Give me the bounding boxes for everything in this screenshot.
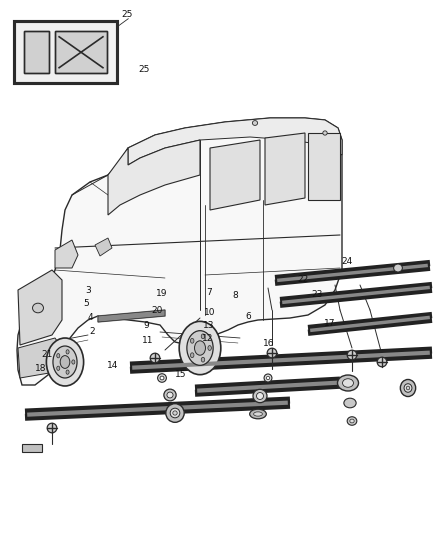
Ellipse shape	[160, 376, 164, 380]
Ellipse shape	[158, 374, 166, 382]
Ellipse shape	[252, 120, 258, 125]
Ellipse shape	[394, 264, 403, 272]
Polygon shape	[128, 118, 342, 165]
Text: 21: 21	[42, 350, 53, 359]
Polygon shape	[18, 338, 62, 378]
Bar	[24, 31, 49, 73]
Ellipse shape	[170, 408, 180, 418]
Bar	[14, 21, 117, 83]
Ellipse shape	[323, 131, 327, 135]
Text: 22: 22	[298, 275, 309, 284]
Ellipse shape	[404, 384, 412, 392]
Ellipse shape	[344, 398, 356, 408]
Ellipse shape	[253, 389, 267, 402]
Text: 6: 6	[245, 312, 251, 320]
Text: 5: 5	[83, 300, 89, 308]
Ellipse shape	[347, 417, 357, 425]
Bar	[55, 31, 107, 73]
Ellipse shape	[166, 403, 184, 422]
Ellipse shape	[343, 379, 353, 387]
Ellipse shape	[47, 423, 57, 433]
Text: 24: 24	[342, 257, 353, 265]
Text: 15: 15	[175, 370, 187, 378]
Polygon shape	[18, 270, 62, 345]
Polygon shape	[17, 118, 342, 385]
Ellipse shape	[338, 375, 359, 391]
Text: 4: 4	[88, 313, 93, 321]
Ellipse shape	[66, 370, 69, 374]
Ellipse shape	[350, 419, 354, 423]
Text: 2: 2	[90, 327, 95, 336]
Ellipse shape	[254, 412, 262, 416]
Ellipse shape	[208, 345, 212, 350]
Ellipse shape	[46, 338, 84, 386]
Ellipse shape	[187, 330, 213, 365]
Polygon shape	[265, 133, 305, 205]
Ellipse shape	[250, 409, 266, 419]
Ellipse shape	[60, 356, 70, 368]
Ellipse shape	[194, 341, 205, 355]
Polygon shape	[95, 238, 112, 256]
Ellipse shape	[257, 392, 264, 399]
Text: 25: 25	[138, 65, 149, 74]
Ellipse shape	[173, 411, 177, 415]
Ellipse shape	[377, 357, 387, 367]
Ellipse shape	[179, 321, 221, 375]
Ellipse shape	[32, 303, 43, 313]
Ellipse shape	[406, 386, 410, 390]
Text: 10: 10	[204, 309, 215, 317]
Text: 19: 19	[155, 289, 167, 297]
Ellipse shape	[266, 376, 270, 379]
Ellipse shape	[57, 366, 60, 370]
Ellipse shape	[53, 346, 77, 378]
Ellipse shape	[72, 360, 75, 364]
Ellipse shape	[201, 357, 205, 362]
Bar	[22, 444, 42, 453]
Text: 9: 9	[144, 321, 149, 329]
Polygon shape	[108, 140, 200, 215]
Bar	[14, 21, 117, 83]
Ellipse shape	[191, 353, 194, 358]
Bar	[55, 31, 107, 73]
Ellipse shape	[267, 348, 277, 358]
Text: 23: 23	[311, 290, 322, 298]
Ellipse shape	[264, 374, 272, 382]
Text: 17: 17	[324, 319, 336, 328]
Ellipse shape	[191, 338, 194, 343]
Text: 14: 14	[107, 361, 119, 369]
Polygon shape	[210, 140, 260, 210]
Text: 3: 3	[85, 286, 91, 295]
Ellipse shape	[57, 353, 60, 358]
Ellipse shape	[66, 350, 69, 354]
Ellipse shape	[167, 392, 173, 398]
Text: 7: 7	[206, 288, 212, 296]
Polygon shape	[98, 310, 165, 322]
Ellipse shape	[400, 379, 416, 397]
Ellipse shape	[201, 334, 205, 339]
Text: 20: 20	[151, 306, 162, 314]
Bar	[24, 31, 49, 73]
Text: 18: 18	[35, 365, 46, 373]
Text: 25: 25	[122, 10, 133, 19]
Polygon shape	[308, 133, 340, 200]
Text: 13: 13	[203, 321, 214, 329]
Text: 8: 8	[232, 292, 238, 300]
Text: 12: 12	[202, 334, 214, 343]
Ellipse shape	[347, 350, 357, 360]
Ellipse shape	[164, 389, 176, 401]
Polygon shape	[55, 240, 78, 268]
Ellipse shape	[150, 353, 160, 363]
Text: 16: 16	[263, 340, 274, 348]
Text: 11: 11	[142, 336, 154, 344]
